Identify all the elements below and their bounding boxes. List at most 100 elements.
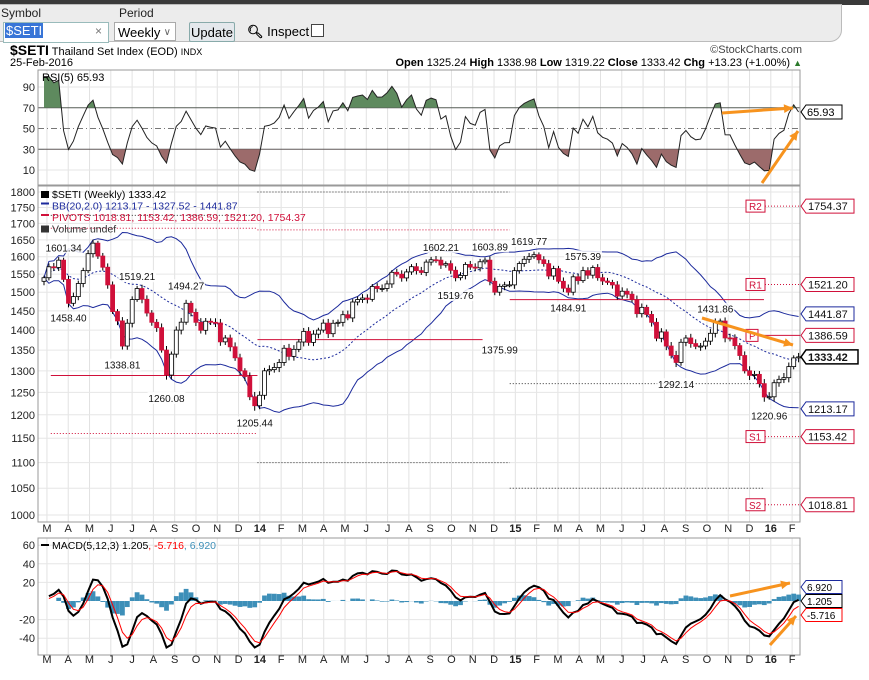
pivot-value: 1754.37 xyxy=(808,201,848,213)
macd-tick-label: -20 xyxy=(19,615,35,627)
period-select[interactable]: Weekly ∨ xyxy=(114,22,176,41)
candle xyxy=(105,266,111,286)
candle xyxy=(364,297,370,300)
macd-histogram-bar xyxy=(644,601,650,603)
macd-histogram-bar xyxy=(139,594,145,601)
annotation-bg xyxy=(657,378,696,391)
candle xyxy=(595,267,601,279)
macd-histogram-bar xyxy=(169,601,174,605)
macd-histogram-bar xyxy=(541,601,547,603)
symbol-input[interactable]: $SETI × xyxy=(3,22,109,43)
candle xyxy=(100,255,106,268)
macd-value-tag xyxy=(800,594,843,608)
candle xyxy=(232,346,238,359)
price-annotation: 1338.81 xyxy=(104,361,141,372)
candle xyxy=(247,376,253,398)
macd-histogram-bar xyxy=(605,601,610,603)
candle xyxy=(747,370,752,376)
macd-histogram-bar xyxy=(688,596,694,601)
macd-histogram-bar xyxy=(56,597,62,601)
x-axis-label: M xyxy=(340,523,349,535)
candle xyxy=(570,276,576,293)
macd-histogram-bar xyxy=(66,601,71,610)
x-axis-label: N xyxy=(724,654,732,666)
macd-arrow-flat-head xyxy=(780,580,790,590)
high-value: 1338.98 xyxy=(497,57,537,69)
macd-histogram-bar xyxy=(369,599,375,601)
candle xyxy=(727,337,733,340)
x-axis-label: J xyxy=(364,654,370,666)
candle xyxy=(438,259,444,266)
macd-histogram-bar xyxy=(580,597,586,601)
candle xyxy=(46,266,52,279)
macd-histogram-bar xyxy=(227,601,233,605)
candle xyxy=(561,280,566,289)
candle xyxy=(614,284,620,297)
x-axis-label: N xyxy=(469,654,477,666)
magnifier-icon: 🔍︎ xyxy=(247,24,264,39)
annotation-bg xyxy=(470,240,509,253)
rsi-value-tag xyxy=(800,104,843,120)
price-annotation: 1494.27 xyxy=(168,281,205,292)
candle xyxy=(467,264,473,268)
macd-histogram-bar xyxy=(360,599,365,601)
inspect-checkbox[interactable] xyxy=(311,24,325,37)
clear-icon[interactable]: × xyxy=(94,24,102,38)
x-axis-label: F xyxy=(278,654,285,666)
macd-histogram-bar xyxy=(561,601,566,607)
macd-value-tag xyxy=(800,608,843,622)
x-axis-label: A xyxy=(576,654,584,666)
x-axis-label: 16 xyxy=(765,523,777,535)
x-axis-label: 15 xyxy=(509,523,521,535)
candle xyxy=(208,320,214,323)
price-tick-label: 1600 xyxy=(11,252,35,264)
x-axis-label: O xyxy=(703,523,712,535)
macd-histogram-bar xyxy=(291,596,297,601)
candle xyxy=(369,286,375,300)
macd-histogram-bar xyxy=(394,600,400,601)
macd-histogram-bar xyxy=(257,601,262,603)
macd-histogram-bar xyxy=(732,601,738,604)
macd-histogram-bar xyxy=(276,594,282,601)
rsi-oversold-fill xyxy=(44,149,799,172)
macd-histogram-bar xyxy=(487,601,493,605)
pivot-badge xyxy=(745,498,766,512)
macd-histogram-bar xyxy=(482,599,488,601)
price-tick-label: 1150 xyxy=(11,433,35,445)
macd-histogram-bar xyxy=(203,600,209,601)
macd-histogram-bar xyxy=(703,597,708,601)
macd-histogram-bar xyxy=(355,598,360,601)
candle xyxy=(168,353,174,376)
macd-histogram-bar xyxy=(316,599,321,601)
symbol-value: $SETI xyxy=(5,23,44,38)
x-axis-label: A xyxy=(661,654,669,666)
macd-signal-line xyxy=(48,570,799,644)
price-annotation: 1519.76 xyxy=(438,291,475,302)
macd-histogram-bar xyxy=(325,601,331,602)
price-tick-label: 1450 xyxy=(11,306,35,318)
candle xyxy=(458,275,463,279)
annotation-bg xyxy=(510,234,549,247)
update-button[interactable]: Update xyxy=(189,22,235,42)
price-annotation: 1431.86 xyxy=(697,305,734,316)
candle xyxy=(345,314,351,319)
candle xyxy=(659,331,664,339)
macd-histogram-bar xyxy=(110,601,115,614)
rsi-tick-label: 90 xyxy=(23,82,35,94)
candle xyxy=(668,345,674,356)
pivots-legend: PIVOTS 1018.81, 1153.42, 1386.59, 1521.2… xyxy=(52,212,306,224)
annotation-bg xyxy=(103,358,142,371)
inspect-toggle[interactable]: 🔍︎ Inspect xyxy=(247,24,325,40)
chart-title: $SETI Thailand Set Index (EOD) INDX ©Sto… xyxy=(10,42,802,58)
macd-histogram-bar xyxy=(722,600,728,601)
price-tick-label: 1200 xyxy=(11,410,35,422)
macd-histogram-bar xyxy=(629,601,635,603)
price-annotation: 1601.34 xyxy=(46,243,83,254)
macd-histogram-bar xyxy=(311,599,316,601)
candle xyxy=(217,322,223,343)
candle xyxy=(262,370,267,396)
candle xyxy=(752,373,757,376)
macd-histogram-bar xyxy=(124,601,130,608)
annotation-bg xyxy=(421,240,460,253)
